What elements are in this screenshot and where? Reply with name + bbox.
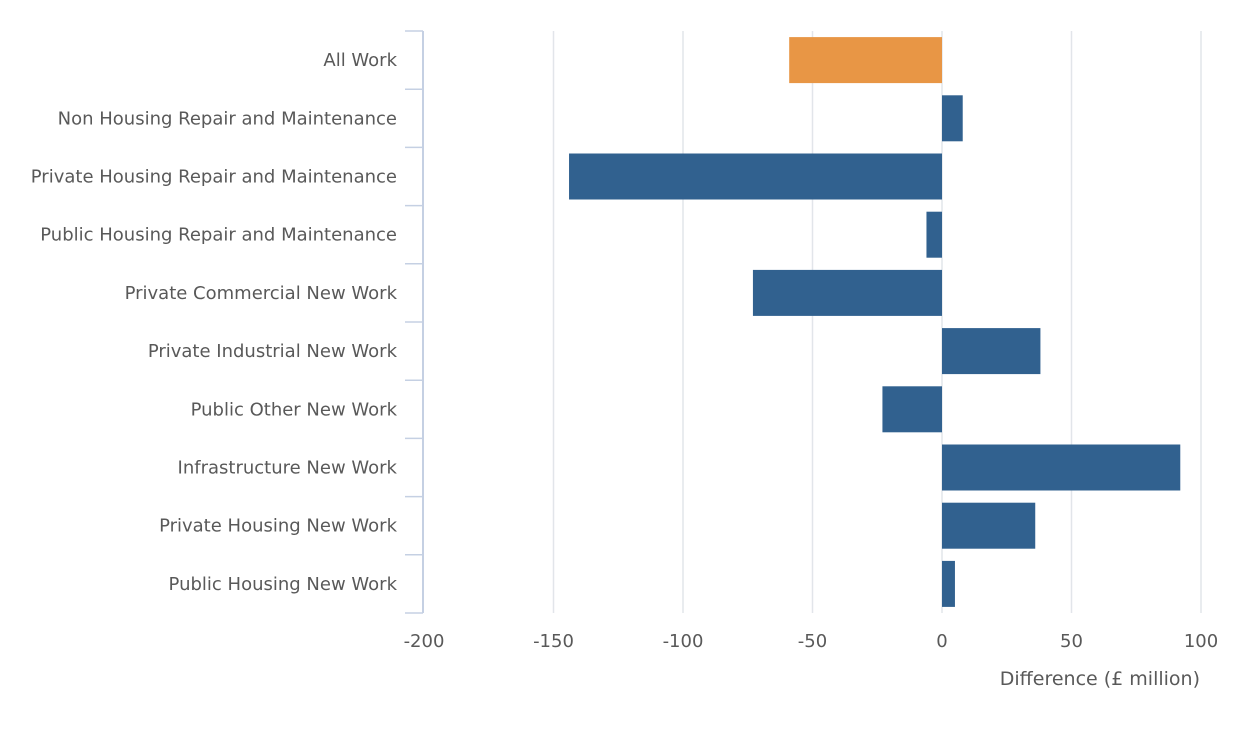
bar-6: [882, 386, 942, 433]
bar-5: [942, 328, 1041, 375]
bars: [569, 37, 1181, 607]
x-tick-label: -50: [798, 631, 827, 652]
x-tick-label: -150: [533, 631, 574, 652]
category-label: Non Housing Repair and Maintenance: [58, 108, 397, 129]
x-tick-label: 0: [936, 631, 947, 652]
category-label: Private Housing Repair and Maintenance: [31, 167, 397, 188]
bar-7: [942, 444, 1181, 491]
category-label: Private Commercial New Work: [125, 283, 398, 304]
x-tick-label: -100: [663, 631, 704, 652]
grid-lines: [552, 31, 1202, 613]
bar-0: [789, 37, 942, 84]
bar-3: [926, 211, 942, 258]
x-tick-label: 100: [1184, 631, 1218, 652]
category-axis: [405, 30, 424, 614]
bar-9: [942, 560, 955, 607]
bar-2: [569, 153, 942, 200]
bar-4: [752, 269, 942, 316]
x-tick-labels: -200 -150 -100 -50 0 50 100: [404, 631, 1219, 652]
x-tick-label: -200: [404, 631, 445, 652]
category-label: Public Housing Repair and Maintenance: [40, 225, 397, 246]
category-label: Private Housing New Work: [159, 516, 398, 537]
category-label: All Work: [323, 50, 397, 71]
x-tick-label: 50: [1060, 631, 1083, 652]
bar-8: [942, 502, 1036, 549]
bar-1: [942, 95, 963, 142]
category-label: Public Other New Work: [191, 399, 398, 420]
category-label: Infrastructure New Work: [178, 458, 398, 479]
category-labels: All Work Non Housing Repair and Maintenan…: [31, 50, 398, 595]
category-label: Private Industrial New Work: [148, 341, 398, 362]
x-axis-title: Difference (£ million): [1000, 668, 1200, 690]
category-label: Public Housing New Work: [169, 574, 398, 595]
